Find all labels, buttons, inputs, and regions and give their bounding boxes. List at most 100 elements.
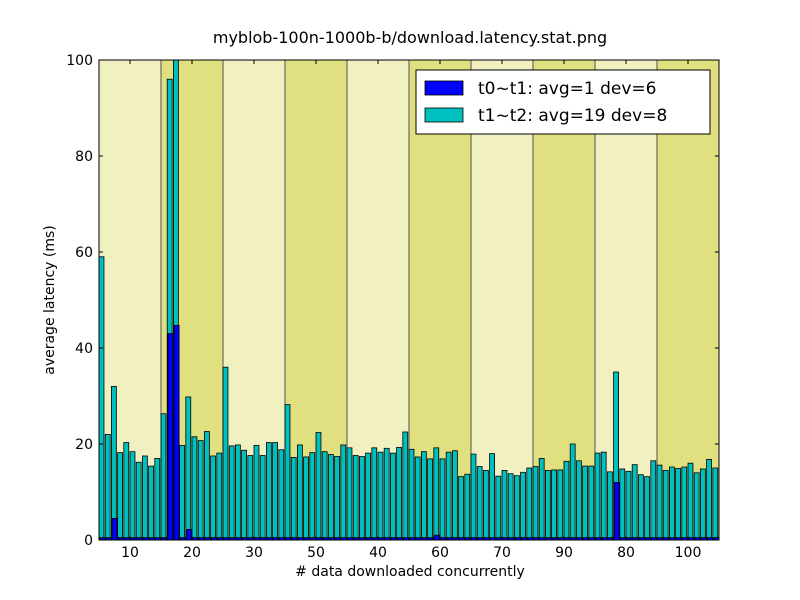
x-tick-label: 50 [307,545,325,561]
bar [334,456,340,540]
axes: 0 20 40 60 80 100 10 20 30 50 40 60 70 90 80 100 [66,53,720,561]
bar [650,460,657,540]
y-tick-label: 100 [66,53,93,69]
bar [284,404,291,540]
bar [434,534,440,540]
y-tick-label: 80 [75,149,93,165]
bar [129,451,136,540]
bar [290,457,297,540]
bar [377,451,384,540]
bar [104,433,111,540]
bar [167,333,174,540]
y-tick-label: 40 [75,341,93,357]
bar [278,449,285,540]
bar [607,471,613,540]
y-axis-label: average latency (ms) [42,225,58,375]
legend-label: t0~t1: avg=1 dev=6 [478,79,656,99]
bar [123,442,130,540]
bar [303,456,309,540]
bar [185,396,192,540]
bar [186,529,192,540]
bar [439,458,446,540]
bar [427,458,433,540]
bar [352,455,359,540]
bar [625,470,632,540]
x-tick-label: 10 [121,545,139,561]
bar [656,464,663,540]
x-tick-label: 30 [245,545,263,561]
bar [172,60,179,540]
bar [675,468,681,540]
bar [197,440,204,540]
bar [501,469,508,540]
bar [383,447,390,540]
bar [532,466,539,540]
bar [693,472,700,540]
bars [99,60,719,540]
y-tick-label: 20 [75,437,93,453]
bar [588,465,595,540]
bar [414,456,421,540]
bar [514,475,520,540]
bar [222,366,229,540]
legend: t0~t1: avg=1 dev=6 t1~t2: avg=19 dev=8 [415,69,711,135]
bar [631,464,638,540]
bar [563,460,570,540]
bar [191,436,198,540]
bar [458,476,464,540]
bar [346,447,353,540]
bar [706,458,712,540]
bar [489,453,495,540]
bar [619,468,626,540]
bar [371,447,378,540]
bar [476,466,483,540]
bar [662,469,669,540]
legend-swatch [424,80,464,96]
bar [203,431,210,540]
bar [669,466,675,540]
bar [210,455,216,540]
bar [569,443,576,540]
bar [111,518,118,540]
bar [179,445,185,540]
bar [173,325,180,540]
legend-swatch [424,107,464,123]
bar [700,468,706,540]
x-tick-label: 70 [493,545,511,561]
y-tick-label: 0 [84,533,93,549]
bar [111,385,117,540]
x-tick-label: 60 [431,545,449,561]
bar [135,461,142,540]
bar [451,450,458,540]
bar [526,467,533,540]
bar [551,469,557,540]
bar [613,371,619,540]
bar [296,444,303,540]
bar [433,447,440,540]
bar [644,476,650,540]
bar [557,469,564,540]
bar [234,444,241,540]
bar [600,451,607,540]
band [471,60,533,540]
bar [321,451,328,540]
bar [265,442,272,540]
bar [495,475,502,540]
chart-title: myblob-100n-1000b-b/download.latency.sta… [213,28,607,47]
bar [594,452,601,540]
x-tick-label: 90 [555,545,573,561]
bar [358,456,365,540]
bar [482,469,489,540]
bar [315,432,322,540]
bar [638,474,644,540]
bar [445,451,452,540]
y-tick-label: 60 [75,245,93,261]
bar [545,469,551,540]
bar [309,452,316,540]
bar [408,448,415,540]
bar [241,449,247,540]
bar [464,473,471,540]
bar [520,471,526,540]
bar [613,481,620,540]
bar [141,455,148,540]
